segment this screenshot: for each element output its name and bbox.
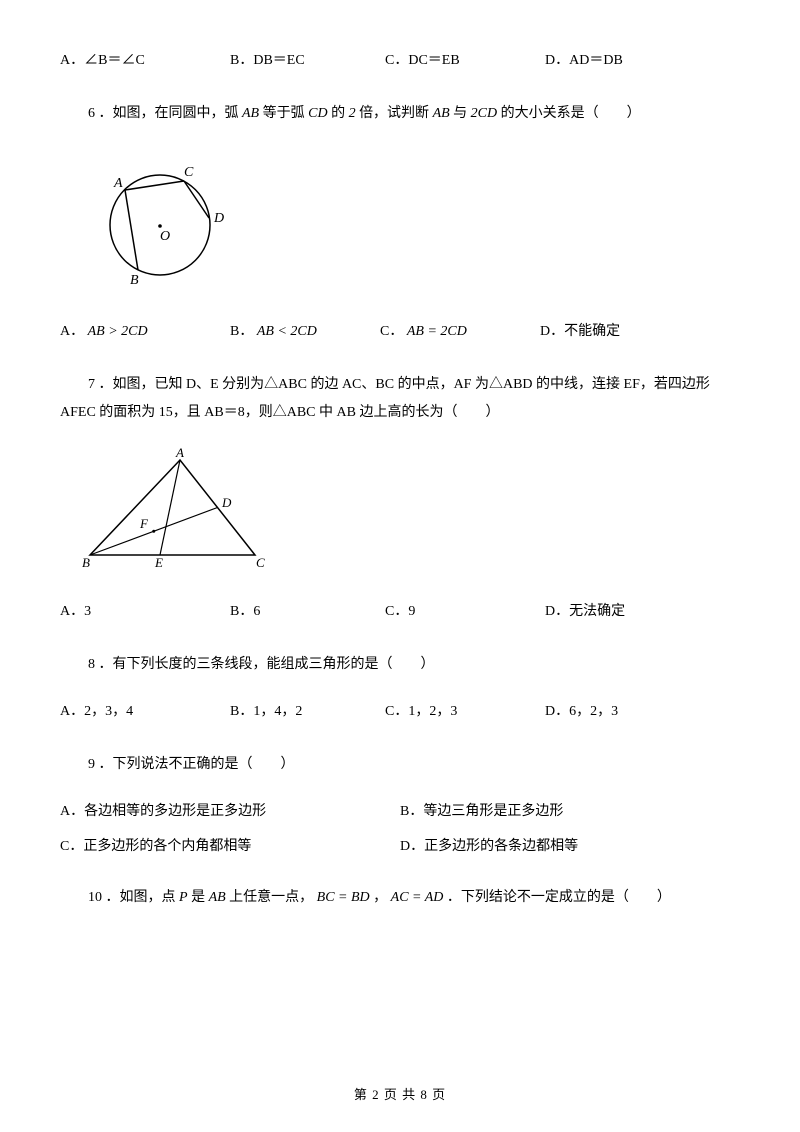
q6-two: 2 bbox=[349, 106, 356, 121]
q7-options: A．3 B．6 C．9 D．无法确定 bbox=[60, 601, 740, 623]
q9-option-c: C．正多边形的各个内角都相等 bbox=[60, 836, 400, 858]
q8-options: A．2，3，4 B．1，4，2 C．1，2，3 D．6，2，3 bbox=[60, 701, 740, 723]
label-O: O bbox=[160, 229, 170, 244]
q5-option-b: B．DB＝EC bbox=[230, 50, 385, 72]
q6-cd: CD bbox=[308, 106, 327, 121]
q6-text-1: 6 ．如图，在同圆中，弧 bbox=[88, 106, 239, 121]
q7-figure: A B C D E F bbox=[80, 445, 740, 578]
q9-option-b: B．等边三角形是正多边形 bbox=[400, 801, 563, 823]
q10-stem: 10 ．如图，点 P 是 AB 上任意一点， BC = BD ， AC = AD… bbox=[60, 884, 740, 912]
q8-stem: 8 ．有下列长度的三条线段，能组成三角形的是（ ） bbox=[60, 651, 740, 679]
q9-option-a: A．各边相等的多边形是正多边形 bbox=[60, 801, 400, 823]
label-B: B bbox=[82, 555, 90, 570]
q6-ab-2: AB bbox=[433, 106, 450, 121]
circle-diagram-icon: A B C D O bbox=[80, 150, 240, 290]
q7-option-b: B．6 bbox=[230, 601, 385, 623]
q5-option-d: D．AD＝DB bbox=[545, 50, 623, 72]
q6-text-6: 的大小关系是（ ） bbox=[501, 106, 641, 121]
label-D: D bbox=[213, 211, 224, 226]
q5-options: A．∠B＝∠C B．DB＝EC C．DC＝EB D．AD＝DB bbox=[60, 50, 740, 72]
q10-text-5: ．下列结论不一定成立的是（ ） bbox=[447, 890, 671, 905]
q7-stem: 7 ．如图，已知 D、E 分别为△ABC 的边 AC、BC 的中点，AF 为△A… bbox=[60, 371, 740, 427]
q10-text-4: ， bbox=[373, 890, 387, 905]
q9-row2: C．正多边形的各个内角都相等 D．正多边形的各条边都相等 bbox=[60, 836, 740, 858]
q10-text-3: 上任意一点， bbox=[229, 890, 313, 905]
label-C: C bbox=[256, 555, 265, 570]
q8-option-a: A．2，3，4 bbox=[60, 701, 230, 723]
q7-option-a: A．3 bbox=[60, 601, 230, 623]
triangle-diagram-icon: A B C D E F bbox=[80, 445, 280, 570]
q6-b-math: AB < 2CD bbox=[257, 324, 317, 339]
q6-text-4: 倍，试判断 bbox=[359, 106, 429, 121]
q8-option-c: C．1，2，3 bbox=[385, 701, 545, 723]
q10-p: P bbox=[179, 890, 188, 905]
label-E: E bbox=[154, 555, 163, 570]
q7-option-c: C．9 bbox=[385, 601, 545, 623]
q6-ab-1: AB bbox=[242, 106, 259, 121]
q6-option-b: B． AB < 2CD bbox=[230, 321, 380, 343]
q6-c-label: C． bbox=[380, 324, 403, 339]
q5-option-a: A．∠B＝∠C bbox=[60, 50, 230, 72]
q6-option-c: C． AB = 2CD bbox=[380, 321, 540, 343]
label-A: A bbox=[113, 176, 123, 191]
q6-stem: 6 ．如图，在同圆中，弧 AB 等于弧 CD 的 2 倍，试判断 AB 与 2C… bbox=[60, 100, 740, 128]
label-B: B bbox=[130, 273, 139, 288]
q6-option-d: D．不能确定 bbox=[540, 321, 620, 343]
q10-text-1: 10 ．如图，点 bbox=[88, 890, 176, 905]
q5-option-c: C．DC＝EB bbox=[385, 50, 545, 72]
q6-c-math: AB = 2CD bbox=[407, 324, 467, 339]
q6-figure: A B C D O bbox=[80, 150, 740, 298]
q6-text-5: 与 bbox=[453, 106, 467, 121]
q8-option-b: B．1，4，2 bbox=[230, 701, 385, 723]
q8-option-d: D．6，2，3 bbox=[545, 701, 618, 723]
q10-acad: AC = AD bbox=[391, 890, 444, 905]
q9-stem: 9 ．下列说法不正确的是（ ） bbox=[60, 751, 740, 779]
q6-a-math: AB > 2CD bbox=[88, 324, 148, 339]
q10-text-2: 是 bbox=[191, 890, 205, 905]
q6-options: A． AB > 2CD B． AB < 2CD C． AB = 2CD D．不能… bbox=[60, 321, 740, 343]
q9-row1: A．各边相等的多边形是正多边形 B．等边三角形是正多边形 bbox=[60, 801, 740, 823]
q6-text-2: 等于弧 bbox=[263, 106, 305, 121]
page-footer: 第 2 页 共 8 页 bbox=[0, 1085, 800, 1106]
q7-option-d: D．无法确定 bbox=[545, 601, 625, 623]
q10-ab: AB bbox=[209, 890, 226, 905]
label-F: F bbox=[139, 516, 149, 531]
q6-text-3: 的 bbox=[331, 106, 345, 121]
q6-option-a: A． AB > 2CD bbox=[60, 321, 230, 343]
q6-b-label: B． bbox=[230, 324, 253, 339]
label-C: C bbox=[184, 165, 194, 180]
label-A: A bbox=[175, 445, 184, 460]
q10-bcbd: BC = BD bbox=[317, 890, 370, 905]
q6-a-label: A． bbox=[60, 324, 84, 339]
q9-option-d: D．正多边形的各条边都相等 bbox=[400, 836, 578, 858]
q6-twocd: 2CD bbox=[471, 106, 497, 121]
label-D: D bbox=[221, 495, 232, 510]
